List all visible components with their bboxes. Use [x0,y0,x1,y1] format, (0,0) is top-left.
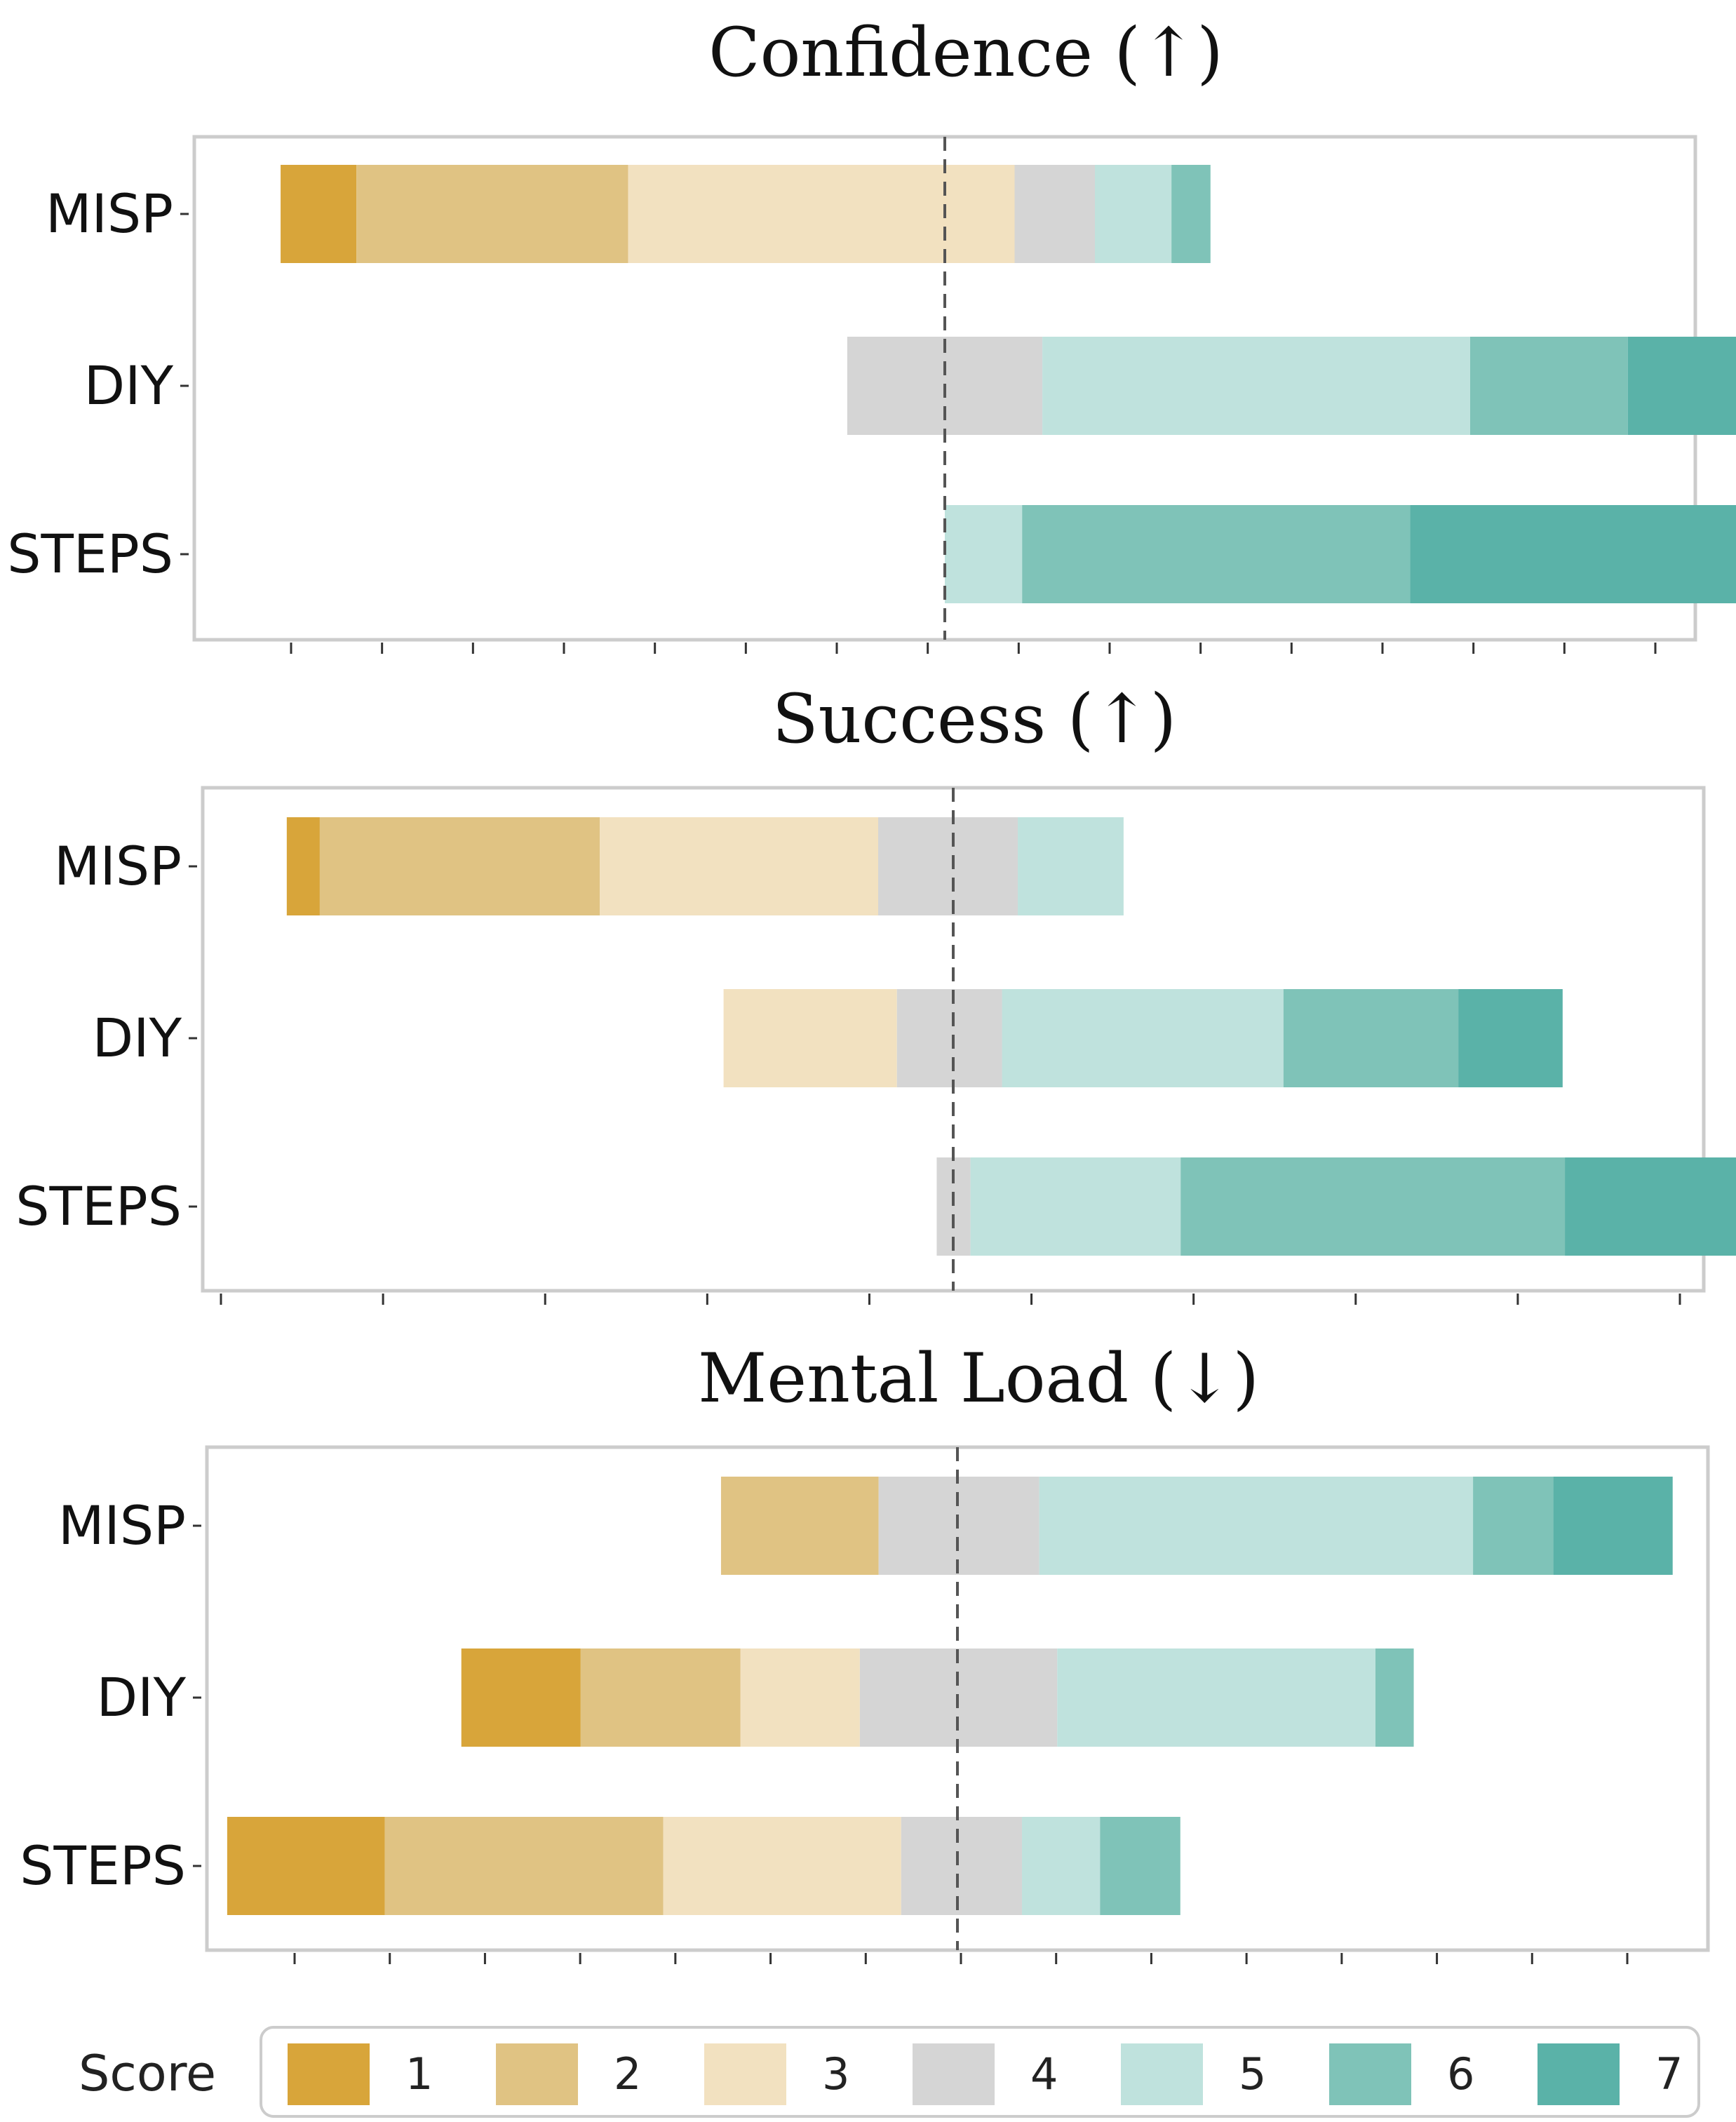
bar-segment-diy-score-6 [1470,337,1628,435]
bar-segment-diy-score-3 [723,989,897,1087]
legend: Score 1 2 3 4 5 6 7 [79,2026,1700,2118]
bar-segment-misp-score-2 [356,165,628,263]
category-label: STEPS [15,1175,182,1237]
legend-label-2: 2 [614,2048,641,2100]
bar-segment-diy-score-1 [461,1648,581,1747]
bar-segment-steps-score-5 [970,1157,1181,1256]
bar-segment-diy-score-6 [1375,1648,1414,1747]
legend-label-3: 3 [822,2048,849,2100]
legend-label-5: 5 [1239,2048,1266,2100]
bar-segment-diy-score-5 [1057,1648,1375,1747]
category-label: STEPS [7,523,173,585]
bar-segment-misp-score-5 [1095,165,1172,263]
bar-segment-steps-score-5 [1022,1817,1101,1915]
bar-segment-steps-score-7 [1565,1157,1736,1256]
bar-segment-diy-score-5 [1042,337,1470,435]
panel-2: Success (↑) MISP DIY STEPS [15,680,1736,1305]
bar-segment-misp-score-4 [878,817,1018,915]
bar-segment-diy-score-7 [1627,337,1736,435]
bar-segment-steps-score-6 [1180,1157,1566,1256]
bar-segment-misp-score-3 [628,165,1015,263]
bar-segment-misp-score-1 [286,817,320,915]
bar-segment-steps-score-7 [1410,505,1736,603]
legend-label-1: 1 [405,2048,433,2100]
category-label: MISP [46,182,173,245]
legend-swatch-1 [288,2043,370,2105]
category-label: DIY [93,1007,182,1069]
bar-segment-misp-score-4 [1014,165,1095,263]
bar-segment-diy-score-6 [1283,989,1459,1087]
bar-segment-misp-score-6 [1473,1477,1554,1575]
category-label: DIY [97,1666,187,1728]
bar-segment-steps-score-2 [384,1817,664,1915]
bar-segment-diy-score-3 [740,1648,860,1747]
bar-segment-misp-score-1 [281,165,357,263]
category-label: DIY [84,354,174,417]
bar-segment-misp-score-2 [720,1477,879,1575]
legend-label-7: 7 [1655,2048,1683,2100]
bar-segment-misp-score-6 [1171,165,1211,263]
bar-segment-misp-score-5 [1018,817,1124,915]
bar-segment-diy-score-5 [1002,989,1284,1087]
bar-segment-diy-score-2 [580,1648,741,1747]
legend-swatch-2 [496,2043,578,2105]
legend-swatch-5 [1121,2043,1203,2105]
bar-segment-steps-score-4 [901,1817,1023,1915]
legend-swatch-6 [1329,2043,1411,2105]
panel-title: Confidence (↑) [708,13,1223,92]
bar-segment-steps-score-5 [945,505,1023,603]
panel-3: Mental Load (↓) MISP DIY STEPS [20,1339,1710,1964]
legend-swatch-7 [1537,2043,1620,2105]
legend-label-6: 6 [1447,2048,1474,2100]
legend-title: Score [79,2045,216,2102]
panel-1: Confidence (↑) MISP DIY STEPS [7,13,1736,654]
legend-label-4: 4 [1030,2048,1058,2100]
bar-segment-misp-score-2 [319,817,600,915]
legend-swatch-4 [913,2043,995,2105]
bar-segment-steps-score-3 [663,1817,901,1915]
bar-segment-diy-score-7 [1458,989,1563,1087]
category-label: MISP [58,1494,186,1557]
bar-segment-misp-score-3 [600,817,878,915]
category-label: MISP [54,835,182,897]
bar-segment-steps-score-6 [1100,1817,1180,1915]
legend-swatch-3 [704,2043,786,2105]
bar-segment-diy-score-4 [896,989,1002,1087]
bar-segment-misp-score-5 [1039,1477,1474,1575]
category-label: STEPS [20,1834,186,1897]
panel-title: Mental Load (↓) [698,1339,1259,1418]
bar-segment-misp-score-4 [878,1477,1039,1575]
bar-segment-steps-score-1 [227,1817,385,1915]
bar-segment-steps-score-6 [1022,505,1411,603]
panel-title: Success (↑) [772,680,1176,758]
bar-segment-misp-score-7 [1553,1477,1673,1575]
